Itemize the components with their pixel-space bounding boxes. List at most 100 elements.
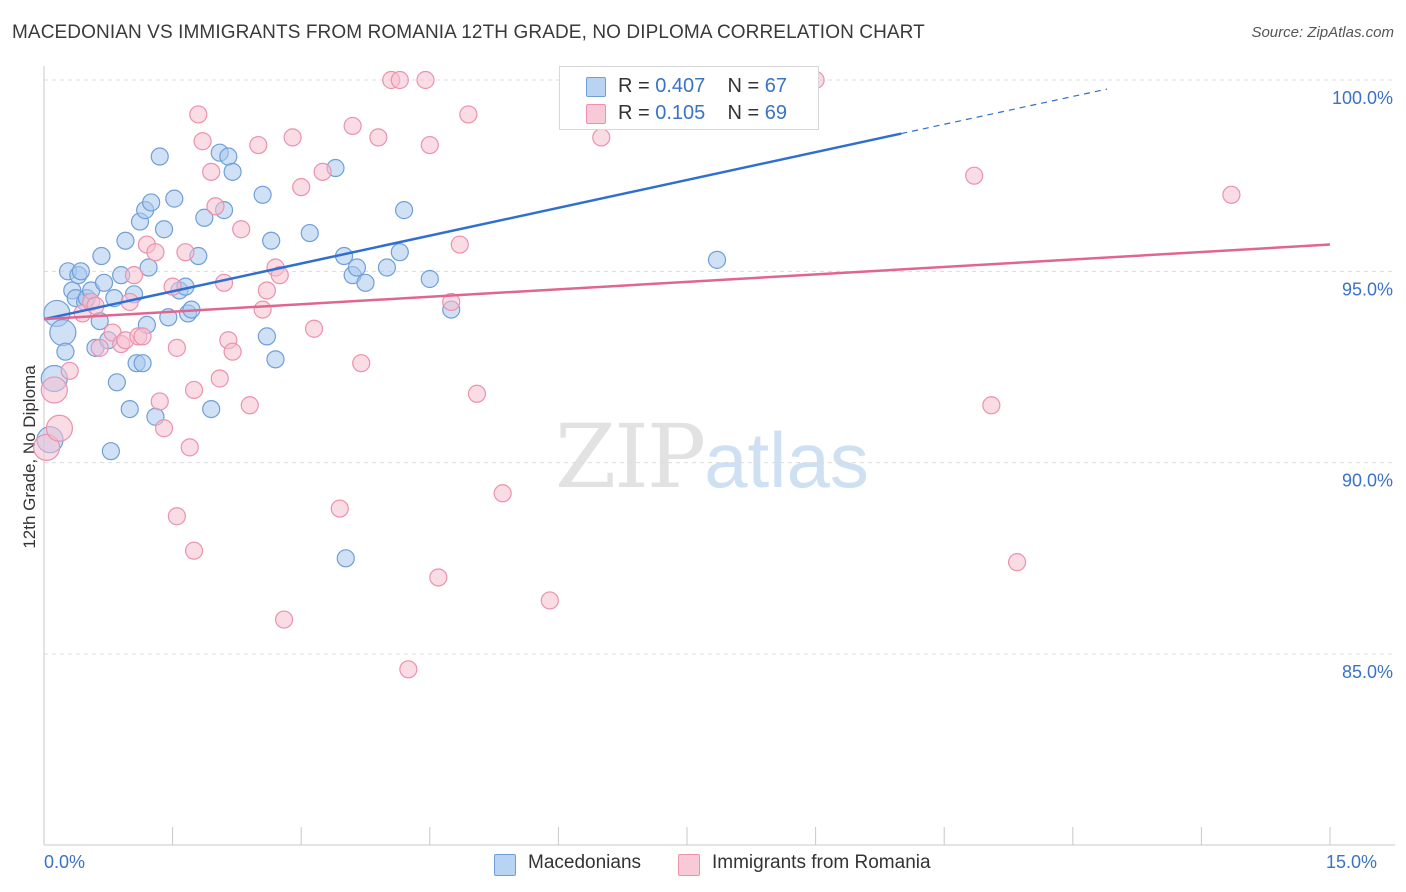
romania-point — [176, 243, 195, 262]
romania-point — [232, 220, 251, 239]
macedonian-point — [150, 147, 169, 166]
romania-point — [369, 128, 388, 147]
macedonian-point — [49, 318, 77, 347]
romania-point — [167, 338, 186, 357]
romania-point — [965, 166, 984, 185]
n-value: 69 — [764, 102, 788, 124]
romania-point — [206, 197, 225, 216]
romania-point — [202, 162, 221, 181]
macedonian-point — [377, 258, 397, 277]
r-label: R = — [618, 102, 656, 124]
romania-point — [1222, 185, 1241, 204]
romania-point — [540, 591, 559, 610]
macedonian-point — [266, 350, 285, 369]
macedonian-point — [92, 246, 111, 266]
romania-point — [399, 660, 418, 679]
macedonian-point — [300, 223, 319, 243]
r-value: 0.407 — [655, 75, 706, 97]
stats-legend: R = 0.407 N = 67 R = 0.105 N = 69 — [559, 66, 819, 130]
macedonian-point — [195, 208, 214, 227]
macedonian-point — [219, 147, 238, 166]
romania-point — [60, 361, 79, 380]
romania-point — [214, 273, 234, 292]
romania-point — [1007, 553, 1027, 572]
romania-point — [459, 105, 478, 124]
macedonians-legend-swatch — [494, 854, 516, 876]
watermark-zip: ZIP — [555, 405, 706, 508]
macedonian-point — [707, 250, 727, 269]
x-tick-label-max: 15.0% — [1326, 852, 1378, 872]
romania-point — [442, 292, 461, 312]
romania-trendline — [43, 243, 1331, 321]
watermark: ZIPatlas — [555, 405, 869, 508]
romania-point — [184, 380, 204, 400]
r-label: R = — [618, 75, 656, 97]
n-label: N = — [727, 102, 765, 124]
romania-point — [146, 243, 165, 262]
romania-point — [210, 369, 229, 388]
macedonians-trendline-extension — [901, 88, 1108, 135]
y-tick-label: 100.0% — [1332, 88, 1393, 108]
macedonian-point — [154, 220, 174, 239]
romania-point — [429, 568, 448, 587]
legend-label-romania: Immigrants from Romania — [712, 852, 931, 873]
source-label: Source: ZipAtlas.com — [1251, 24, 1394, 41]
macedonian-point — [133, 354, 152, 373]
macedonian-point — [347, 258, 367, 277]
macedonian-point — [139, 258, 158, 277]
macedonian-point — [253, 185, 272, 204]
romania-point — [223, 342, 242, 361]
macedonian-point — [94, 273, 114, 292]
macedonian-point — [390, 243, 409, 262]
romania-swatch — [586, 104, 606, 124]
romania-point — [292, 178, 311, 197]
macedonians-trendline — [43, 132, 902, 321]
romania-point — [133, 327, 152, 346]
y-tick-label: 90.0% — [1342, 471, 1393, 491]
macedonian-point — [394, 201, 414, 220]
romania-point — [330, 499, 349, 518]
n-value: 67 — [764, 75, 788, 97]
romania-point — [154, 419, 174, 438]
romania-point — [184, 541, 204, 560]
series-legend: Macedonians Immigrants from Romania — [0, 852, 1406, 878]
romania-point — [420, 135, 439, 155]
macedonian-point — [107, 373, 126, 392]
x-tick-label-min: 0.0% — [44, 852, 86, 872]
romania-point — [253, 300, 272, 319]
macedonian-point — [142, 193, 161, 212]
macedonians-swatch — [586, 77, 606, 97]
romania-point — [167, 507, 186, 526]
romania-point — [40, 376, 68, 404]
romania-point — [274, 610, 294, 629]
romania-point — [249, 135, 268, 155]
n-label: N = — [727, 75, 765, 97]
macedonian-point — [116, 231, 135, 250]
macedonian-point — [202, 399, 221, 419]
macedonian-point — [165, 189, 184, 208]
macedonian-point — [120, 399, 139, 419]
romania-legend-swatch — [678, 854, 700, 876]
romania-point — [193, 132, 212, 151]
macedonian-point — [420, 269, 439, 289]
romania-point — [180, 438, 199, 457]
romania-point — [592, 128, 611, 147]
macedonian-point — [336, 549, 355, 568]
macedonian-point — [71, 262, 90, 281]
romania-point — [283, 128, 302, 147]
romania-point — [450, 235, 469, 254]
legend-label-macedonians: Macedonians — [528, 852, 642, 873]
romania-point — [467, 384, 487, 403]
macedonian-point — [223, 162, 242, 181]
romania-point — [390, 70, 409, 90]
romania-point — [32, 433, 61, 461]
chart-title: MACEDONIAN VS IMMIGRANTS FROM ROMANIA 12… — [12, 22, 925, 43]
romania-point — [240, 396, 259, 415]
romania-point — [416, 70, 435, 90]
macedonian-point — [56, 342, 75, 361]
y-tick-label: 85.0% — [1342, 662, 1393, 682]
romania-point — [189, 105, 208, 124]
romania-point — [343, 116, 362, 136]
macedonian-point — [101, 442, 120, 461]
y-tick-label: 95.0% — [1342, 279, 1393, 299]
